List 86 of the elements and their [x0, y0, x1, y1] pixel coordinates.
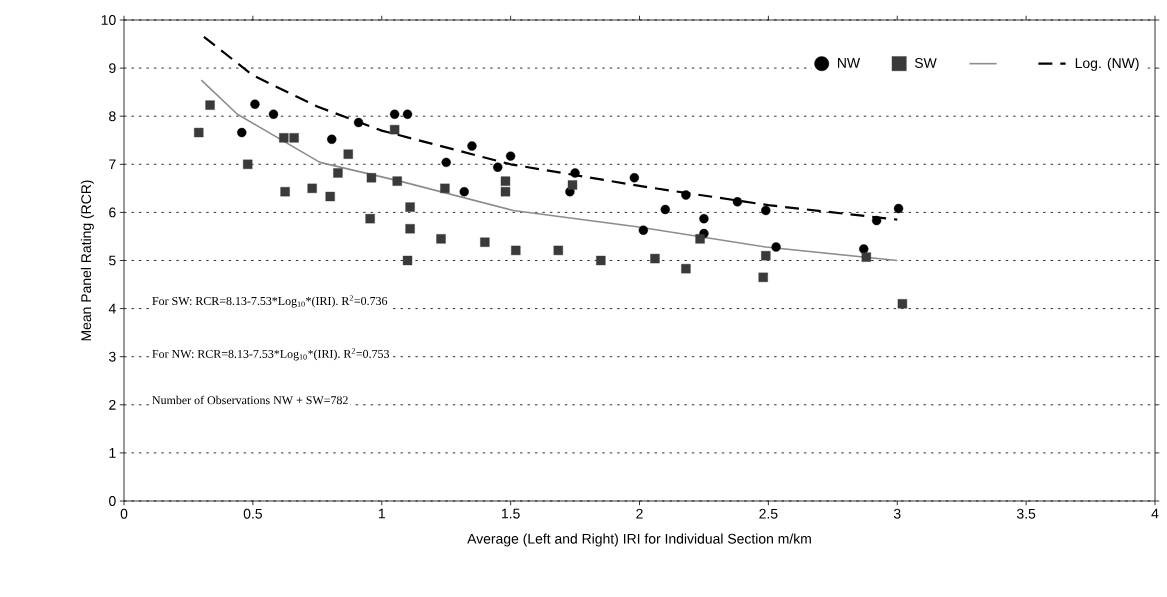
point — [761, 205, 771, 216]
point — [629, 173, 640, 183]
point — [243, 159, 253, 169]
y-tick-label: 9 — [109, 63, 116, 74]
line-series — [200, 79, 899, 262]
point — [596, 255, 606, 266]
point — [333, 168, 343, 178]
point — [650, 253, 660, 264]
y-axis-title: Mean Panel Rating (RCR) — [80, 180, 94, 341]
point — [365, 213, 375, 224]
point — [366, 173, 377, 183]
point — [402, 109, 413, 119]
point — [505, 151, 516, 161]
point — [194, 127, 204, 138]
point — [237, 127, 247, 138]
x-tick-label: 0 — [120, 508, 128, 519]
point — [205, 100, 215, 110]
point — [771, 242, 781, 252]
y-tick-label: 5 — [109, 255, 116, 266]
x-tick-label: 1 — [378, 508, 385, 519]
y-tick-label: 1 — [109, 448, 116, 458]
x-tick-label: 3 — [893, 508, 901, 519]
point — [761, 251, 771, 261]
point — [441, 157, 451, 168]
point — [405, 224, 415, 234]
x-axis-title: Average (Left and Right) IRI for Individual Section m/km — [467, 533, 811, 547]
point — [500, 187, 511, 197]
annotation: For NW: RCR=8.13-7.53*Log$_{10}$*(IRI). R$^{2}$=0.753 — [152, 348, 390, 361]
point — [567, 180, 578, 190]
point — [893, 203, 904, 214]
point — [681, 190, 691, 200]
point — [459, 187, 469, 197]
y-tick-label: 8 — [109, 111, 116, 122]
point — [493, 162, 503, 172]
x-tick-label: 3.5 — [1016, 508, 1036, 519]
legend-label: NW — [838, 58, 861, 68]
point — [681, 263, 691, 274]
point — [389, 109, 400, 119]
point — [280, 187, 290, 197]
point — [699, 213, 709, 224]
point — [871, 215, 882, 226]
point — [695, 234, 705, 244]
point — [268, 109, 279, 119]
point — [758, 272, 768, 283]
x-tick-label: 1.5 — [501, 508, 520, 519]
legend-label: Log. (NW) — [1075, 57, 1139, 71]
point — [570, 168, 580, 178]
point — [405, 202, 415, 212]
point — [327, 134, 337, 144]
point — [440, 183, 450, 194]
point — [307, 183, 317, 194]
point — [732, 197, 743, 207]
x-tick-label: 4 — [1151, 508, 1159, 519]
y-tick-label: 7 — [109, 159, 116, 170]
x-tick-label: 2 — [636, 508, 643, 519]
point — [897, 299, 908, 309]
point — [861, 252, 871, 262]
point — [660, 204, 670, 215]
y-tick-label: 6 — [109, 207, 116, 218]
point — [289, 133, 299, 143]
y-tick-label: 10 — [101, 15, 116, 25]
annotation: Number of Observations NW + SW=782 — [152, 395, 348, 405]
point — [402, 255, 413, 266]
point — [343, 149, 353, 159]
point — [480, 237, 490, 247]
point — [511, 245, 521, 256]
point — [389, 124, 400, 135]
point — [553, 245, 563, 256]
point — [859, 244, 869, 254]
point — [436, 234, 446, 244]
point — [353, 117, 364, 128]
point — [325, 191, 335, 202]
point — [392, 176, 402, 186]
y-tick-label: 3 — [109, 351, 116, 362]
point — [250, 99, 260, 109]
point — [467, 141, 477, 151]
point — [500, 176, 511, 186]
annotation: For SW: RCR=8.13-7.53*Log$_{10}$*(IRI). R$^{2}$=0.736 — [152, 295, 388, 308]
x-tick-label: 2.5 — [759, 508, 778, 519]
legend-label: SW — [914, 58, 937, 68]
x-tick-label: 0.5 — [243, 508, 262, 519]
y-tick-label: 2 — [109, 399, 116, 410]
point — [638, 225, 649, 235]
y-tick-label: 0 — [109, 496, 116, 506]
point — [279, 133, 289, 143]
y-tick-label: 4 — [108, 303, 116, 314]
